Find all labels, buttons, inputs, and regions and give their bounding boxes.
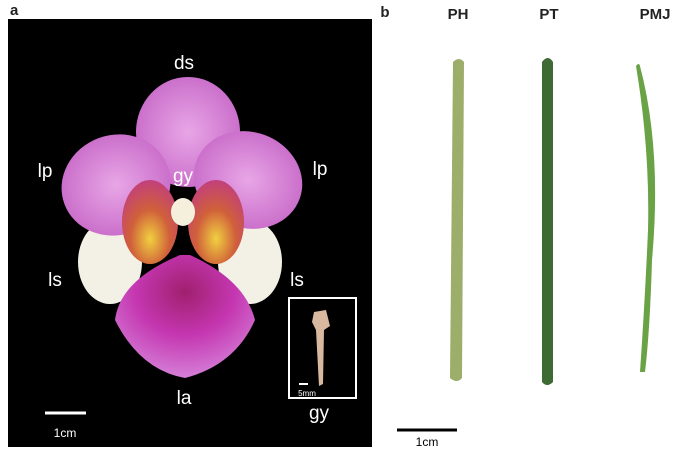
part-label: la (177, 388, 192, 409)
orchid (61, 77, 303, 378)
part-label: lp (38, 161, 53, 182)
panel-label: b (380, 4, 389, 21)
stem (636, 64, 656, 372)
scale-label: 1cm (416, 435, 439, 449)
inset-scale-label: 5mm (298, 389, 316, 398)
scale-label: 1cm (54, 426, 77, 440)
sample-label: PMJ (640, 6, 671, 23)
stem (542, 58, 553, 385)
sample-label: PT (539, 6, 558, 23)
inset-frame (288, 297, 357, 399)
inset-column (312, 310, 330, 386)
part-label: lp (313, 159, 328, 180)
part-label: ls (48, 270, 62, 291)
inset-label: gy (309, 403, 330, 424)
sample-label: PH (448, 6, 469, 23)
stem (450, 59, 464, 381)
panel-label: a (10, 2, 19, 19)
part-label: gy (173, 166, 194, 187)
part-label: ls (290, 270, 304, 291)
part-label: ds (174, 53, 194, 74)
